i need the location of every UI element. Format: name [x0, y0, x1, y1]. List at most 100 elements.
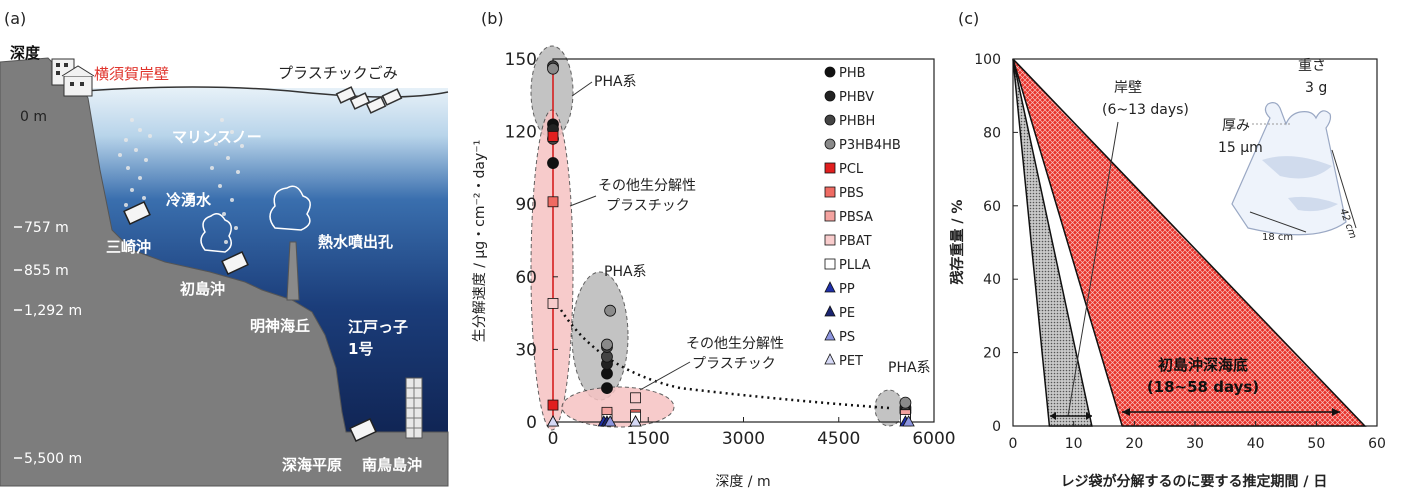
plot-b-points [546, 60, 915, 427]
surface-depth-label: 0 m [20, 109, 47, 125]
other-mid-ellipse [561, 386, 675, 428]
plot-c-xlabel: レジ袋が分解するのに要する推定期間 / 日 [1061, 473, 1328, 490]
data-point-p3hb4hb [604, 304, 617, 317]
other-annotation-leader-1 [569, 195, 597, 207]
plot-b-xlabel: 深度 / m [715, 474, 770, 490]
legend-label: PBSA [839, 210, 873, 225]
legend-marker [824, 66, 836, 78]
bag-height-dimension [1331, 149, 1357, 229]
legend-label: PET [839, 354, 863, 369]
plastic-waste-label: プラスチックごみ [278, 64, 398, 82]
x-tick-label: 0 [548, 429, 559, 449]
other-annotation-2: その他生分解性 プラスチック [686, 336, 788, 372]
data-point-p3hb4hb [547, 62, 559, 75]
other-annotation-1-line-2: プラスチック [606, 198, 690, 214]
thickness-value: 15 μm [1218, 140, 1263, 156]
panel-b-label: (b) [481, 9, 504, 28]
y-tick-label: 100 [974, 52, 1001, 68]
pha-annotation-2: PHA系 [604, 264, 647, 280]
thickness-label: 厚み [1222, 118, 1250, 134]
data-point-phb [601, 382, 613, 395]
legend-marker [824, 90, 836, 102]
sea-surface [69, 86, 449, 98]
x-tick-label: 4500 [817, 429, 860, 449]
plot-b-legend: PHB PHBV PHBH P3HB4HB PCL PBS PBSA PBAT PLLA PP PE… [824, 66, 901, 369]
legend-marker [824, 186, 836, 198]
x-tick-label: 10 [1065, 436, 1083, 452]
minamitorishima-lander-icon [349, 418, 377, 442]
other-annotation-1-line-1: その他生分解性 [598, 178, 696, 194]
pha-shallow-ellipse [530, 45, 574, 139]
plastic-bag-icon [1231, 102, 1347, 236]
panel-c-label: (c) [958, 9, 979, 28]
pha-deep-ellipse [874, 389, 904, 427]
cold-seep-label: 冷湧水 [166, 191, 212, 209]
hydrothermal-vent-label: 熱水噴出孔 [318, 233, 393, 251]
pier-label: 岸壁 [1114, 80, 1142, 96]
y-tick-label: 60 [983, 199, 1001, 215]
legend-label: PHBV [839, 90, 874, 105]
plot-b-ylabel: 生分解速度 / μg・cm⁻²・day⁻¹ [472, 140, 488, 343]
legend-marker [824, 281, 836, 293]
deepsea-label: 初島沖深海底 [1158, 356, 1248, 374]
x-tick-label: 0 [1009, 436, 1018, 452]
plot-c-ylabel: 残存重量 / % [949, 200, 966, 285]
pha-mid-ellipse [571, 271, 629, 401]
degradation-area-deepsea [1012, 58, 1367, 427]
legend-label: PP [839, 282, 855, 297]
x-tick-label: 3000 [722, 429, 765, 449]
other-annotation-2-line-1: その他生分解性 [686, 336, 784, 352]
depth-mark-855: 855 m [24, 263, 69, 279]
legend-label: PCL [839, 162, 864, 177]
minamitorishima-label: 南鳥島沖 [362, 456, 422, 474]
legend-marker [824, 353, 836, 365]
deepsea-range-label: (18~58 days) [1147, 378, 1259, 396]
legend-marker [824, 114, 836, 126]
edokko-line-1: 江戸っ子 [348, 318, 408, 336]
pha-annotation-3: PHA系 [888, 360, 931, 376]
panel-a: (a) 深度 横須賀岸壁 プラスチックごみ 0 m [0, 9, 449, 487]
legend-marker [824, 329, 836, 341]
data-point-ps [902, 415, 915, 427]
marine-snow-dots [118, 118, 244, 244]
misaki-label: 三崎沖 [106, 238, 151, 256]
data-point-pcl [547, 131, 559, 142]
legend-label: PE [839, 306, 855, 321]
y-tick-label: 60 [515, 268, 537, 288]
other-annotation-2-line-2: プラスチック [692, 356, 776, 372]
x-tick-label: 30 [1186, 436, 1204, 452]
abyssal-plain-label: 深海平原 [282, 456, 342, 474]
x-tick-label: 50 [1307, 436, 1325, 452]
minamitorishima-tower-icon [405, 377, 423, 439]
panel-a-label: (a) [4, 9, 26, 28]
other-shallow-ellipse [530, 109, 574, 431]
plot-c-axes: 0 10 20 30 40 50 60 0 20 40 60 80 100 [974, 52, 1386, 452]
y-tick-label: 90 [515, 195, 537, 215]
legend-marker [824, 138, 836, 150]
hatsushima-lander-icon [221, 251, 249, 275]
hydrothermal-vent-icon [269, 185, 311, 301]
other-annotation-leader-2 [639, 361, 691, 391]
pier-range-label: (6~13 days) [1102, 102, 1189, 118]
cold-seep-plume-icon [200, 213, 232, 253]
legend-marker [824, 234, 836, 246]
y-tick-label: 40 [983, 272, 1001, 288]
depth-heading: 深度 [10, 44, 41, 62]
legend-marker [824, 210, 836, 222]
bag-width-label: 18 cm [1262, 232, 1293, 243]
data-point-p3hb4hb [899, 396, 912, 409]
y-tick-label: 20 [983, 346, 1001, 362]
data-point-pet [629, 415, 642, 427]
weight-label: 重さ [1298, 58, 1326, 74]
data-point-pcl [547, 399, 559, 411]
legend-label: PBS [839, 186, 864, 201]
legend-label: PHBH [839, 114, 875, 129]
legend-label: PS [839, 330, 855, 345]
legend-label: P3HB4HB [839, 138, 901, 153]
depth-mark-757: 757 m [24, 220, 69, 236]
legend-marker [824, 258, 836, 270]
y-tick-label: 0 [526, 413, 537, 433]
weight-value: 3 g [1305, 80, 1327, 96]
data-point-ps [603, 415, 617, 427]
